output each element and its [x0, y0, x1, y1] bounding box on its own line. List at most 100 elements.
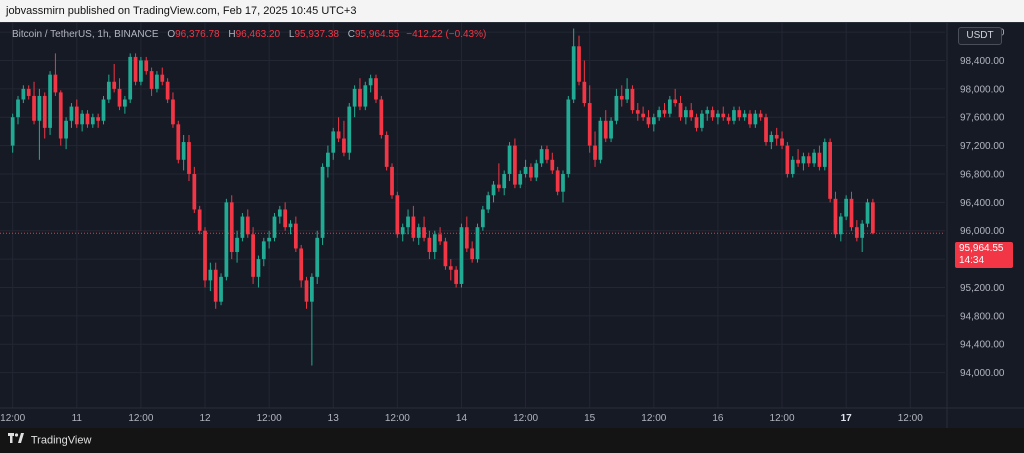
candle	[203, 227, 207, 288]
footer-bar: TradingView	[0, 428, 1024, 453]
candle	[123, 95, 127, 114]
candle-body	[801, 156, 806, 164]
candle	[507, 142, 512, 182]
candle	[406, 209, 410, 235]
candle-body	[379, 99, 384, 135]
candle	[630, 85, 635, 114]
candle-body	[176, 124, 181, 160]
candle-body	[716, 113, 720, 118]
candle	[176, 120, 181, 164]
candle-body	[502, 173, 507, 189]
candle	[299, 244, 304, 288]
candle-body	[331, 131, 336, 153]
candle	[42, 92, 47, 139]
candle-body	[26, 88, 31, 96]
candle-body	[160, 74, 165, 82]
candle-body	[416, 227, 421, 238]
candle	[85, 110, 90, 128]
time-tick-label: 17	[841, 413, 853, 424]
candle-body	[662, 110, 667, 114]
time-tick-label: 12:00	[257, 413, 282, 424]
candle-body	[742, 113, 747, 118]
candle-body	[486, 195, 491, 210]
candle	[304, 276, 309, 309]
candle-body	[261, 241, 266, 260]
candle	[384, 131, 389, 171]
candle	[480, 205, 485, 231]
candle-body	[432, 234, 437, 253]
candle-body	[539, 149, 544, 164]
candle	[80, 110, 84, 132]
price-tick-label: 97,200.00	[960, 141, 1005, 152]
candle	[326, 145, 330, 178]
candle	[438, 227, 442, 245]
candle-body	[443, 241, 448, 267]
candle-body	[165, 81, 170, 100]
candle-body	[358, 88, 362, 107]
candle	[379, 95, 384, 139]
time-tick-label: 13	[328, 413, 340, 424]
candle	[785, 142, 790, 178]
candle-body	[774, 134, 779, 139]
candle	[459, 223, 464, 288]
candle-body	[609, 120, 613, 139]
candle	[26, 85, 31, 100]
candlestick-chart[interactable]: 94,000.0094,400.0094,800.0095,200.0095,6…	[0, 23, 1024, 429]
candle	[545, 145, 549, 164]
candle	[21, 85, 26, 104]
candle	[710, 106, 715, 121]
candle	[454, 266, 458, 288]
candle-body	[85, 113, 90, 125]
candle	[822, 138, 827, 171]
candle-body	[651, 117, 656, 125]
low-label: L	[288, 29, 295, 40]
candle-body	[561, 173, 565, 192]
close-value: 95,964.55	[354, 29, 400, 40]
candle	[871, 198, 875, 235]
candle-body	[657, 110, 662, 118]
currency-selector-button[interactable]: USDT	[958, 27, 1002, 45]
candle-body	[566, 99, 571, 174]
footer-brand[interactable]: TradingView	[30, 434, 92, 447]
chart-panel[interactable]: 94,000.0094,400.0094,800.0095,200.0095,6…	[0, 22, 1024, 429]
price-tick-label: 96,000.00	[960, 226, 1005, 237]
time-tick-label: 12:00	[513, 413, 538, 424]
candle	[16, 95, 20, 125]
candle	[58, 90, 63, 146]
candle	[74, 99, 79, 128]
candle	[37, 88, 42, 160]
candle	[165, 78, 170, 104]
candle	[486, 191, 491, 213]
candle	[411, 205, 416, 242]
candle-body	[598, 120, 603, 160]
candle-body	[694, 117, 699, 128]
candle	[96, 113, 101, 128]
candle	[374, 74, 378, 104]
candle	[267, 230, 271, 249]
published-header: jobvassmirn published on TradingView.com…	[0, 0, 1024, 22]
last-price-tag: 95,964.55 14:34	[955, 242, 1013, 268]
tradingview-logo-icon[interactable]	[8, 428, 24, 453]
candle-body	[69, 106, 74, 121]
candle	[229, 195, 234, 260]
time-tick-label: 12:00	[770, 413, 795, 424]
candle-body	[74, 106, 79, 125]
candle-body	[480, 209, 485, 228]
candle-body	[144, 60, 149, 72]
high-label: H	[228, 29, 236, 40]
candle-body	[769, 134, 774, 143]
open-label: O	[167, 29, 176, 40]
candle-body	[128, 56, 133, 100]
candle	[224, 198, 229, 281]
price-tick-label: 98,000.00	[960, 84, 1005, 95]
candle-body	[422, 227, 426, 238]
candle	[144, 56, 149, 75]
candle	[395, 191, 400, 238]
candle-body	[475, 227, 480, 260]
candle-body	[21, 88, 26, 100]
candle-body	[203, 230, 207, 281]
candle	[571, 28, 576, 104]
ohlc-legend: Bitcoin / TetherUS, 1h, BINANCE O96,376.…	[12, 29, 486, 40]
candle	[854, 220, 859, 242]
candle	[625, 78, 629, 104]
